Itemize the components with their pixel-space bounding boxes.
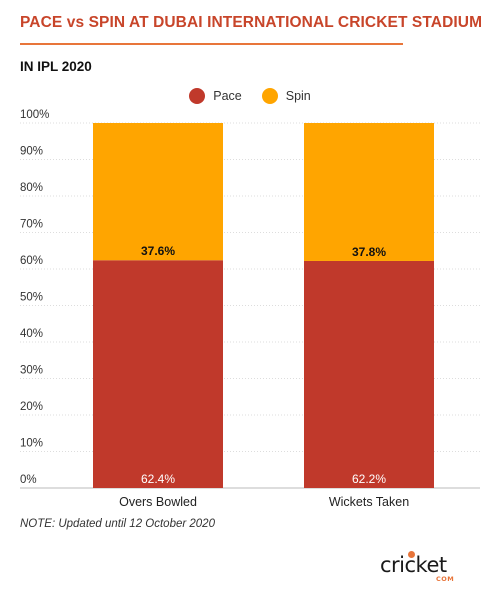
y-tick-label: 30% — [20, 365, 43, 377]
footnote: NOTE: Updated until 12 October 2020 — [20, 518, 215, 530]
y-tick-label: 80% — [20, 182, 43, 194]
data-label-spin: 37.6% — [141, 244, 175, 258]
cricket-com-logo: cricket COM — [380, 551, 490, 589]
x-tick-label: Overs Bowled — [119, 495, 197, 509]
bar-spin — [304, 123, 434, 261]
chart-legend: Pace Spin — [0, 88, 500, 104]
data-label-pace: 62.2% — [352, 472, 386, 486]
data-label-spin: 37.8% — [352, 245, 386, 259]
y-tick-label: 70% — [20, 219, 43, 231]
chart-title: PACE vs SPIN AT DUBAI INTERNATIONAL CRIC… — [20, 14, 483, 31]
legend-item-pace: Pace — [189, 88, 242, 104]
legend-label-pace: Pace — [213, 89, 242, 103]
y-tick-label: 50% — [20, 292, 43, 304]
chart-subtitle: IN IPL 2020 — [20, 59, 92, 74]
logo-suffix: COM — [436, 575, 455, 583]
y-tick-label: 90% — [20, 146, 43, 158]
y-tick-label: 0% — [20, 474, 37, 486]
legend-label-spin: Spin — [285, 89, 311, 103]
y-tick-label: 20% — [20, 401, 43, 413]
y-tick-label: 100% — [20, 109, 49, 121]
y-tick-label: 60% — [20, 255, 43, 267]
logo-dot-icon — [408, 551, 415, 558]
legend-item-spin: Spin — [261, 88, 311, 104]
data-label-pace: 62.4% — [141, 472, 175, 486]
x-tick-label: Wickets Taken — [329, 495, 409, 509]
bar-spin — [93, 123, 223, 261]
y-tick-label: 40% — [20, 328, 43, 340]
legend-swatch-spin — [261, 88, 278, 104]
y-tick-label: 10% — [20, 438, 43, 450]
bar-pace — [304, 260, 434, 488]
title-divider — [20, 43, 403, 45]
bar-pace — [93, 260, 223, 488]
legend-swatch-pace — [189, 88, 206, 104]
